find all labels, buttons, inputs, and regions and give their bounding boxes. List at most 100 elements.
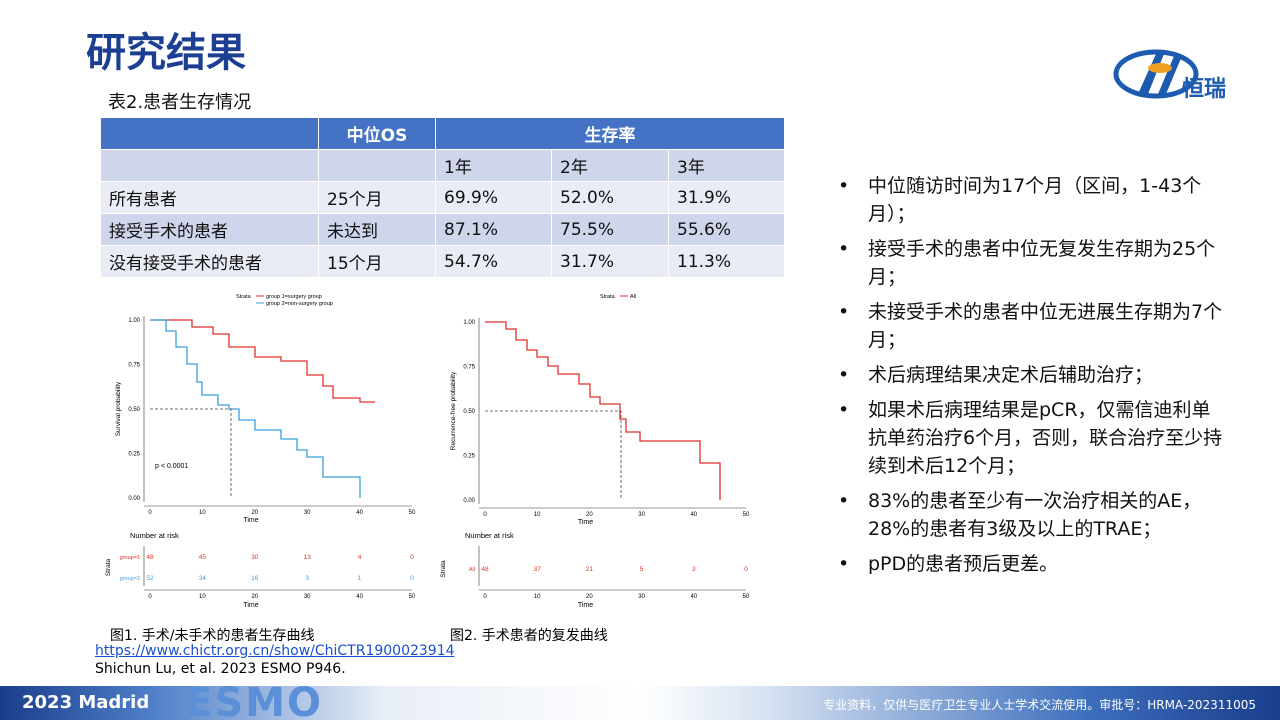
figure-caption: 图2. 手术患者的复发曲线 [450, 628, 608, 644]
subheader-cell: 1年 [435, 149, 552, 182]
bullet: 术后病理结果决定术后辅助治疗； [836, 361, 1226, 389]
esmo-logo: ESMO [185, 680, 323, 720]
y-tick-label: 1.00 [463, 320, 475, 326]
x-tick-label: 50 [409, 510, 416, 516]
table-cell: 87.1% [435, 213, 552, 246]
figure-caption: 图1. 手术/未手术的患者生存曲线 [110, 628, 315, 644]
table-cell: 没有接受手术的患者 [100, 245, 319, 278]
figure-1: 1.000.750.500.250.000 10 20 30 40 50TimeSurvi… [98, 290, 433, 616]
median-line [485, 410, 622, 500]
logo-text: 恒瑞 [1182, 76, 1226, 102]
table-cell: 31.9% [668, 181, 785, 214]
bullet: 中位随访时间为17个月（区间，1-43个月）； [836, 172, 1226, 228]
risk-x-tick-label: 20 [251, 594, 258, 600]
subheader-cell: 2年 [551, 149, 669, 182]
risk-x-label: Time [578, 602, 593, 609]
table-header: 中位OS 生存率 [100, 117, 785, 150]
header-cell: 中位OS [318, 117, 436, 150]
bullet: 接受手术的患者中位无复发生存期为25个月； [836, 235, 1226, 291]
y-tick-label: 0.00 [128, 496, 140, 502]
risk-count: 0 [410, 575, 414, 582]
risk-row-label: group=2 [120, 576, 140, 582]
risk-count: 0 [410, 554, 414, 561]
risk-count: 3 [692, 566, 696, 573]
risk-count: 3 [305, 575, 309, 582]
x-tick-label: 40 [690, 512, 697, 518]
risk-count: 5 [640, 566, 644, 573]
median-line [150, 408, 232, 498]
risk-count: 48 [481, 566, 489, 573]
y-label: Survival probability [115, 381, 122, 436]
citation: Shichun Lu, et al. 2023 ESMO P946. [95, 661, 346, 677]
risk-count: 0 [744, 566, 748, 573]
bullet: pPD的患者预后更差。 [836, 550, 1226, 578]
risk-count: 45 [199, 554, 207, 561]
x-tick-label: 20 [586, 512, 593, 518]
risk-y-label: Strata [105, 558, 112, 576]
risk-x-tick-label: 20 [586, 594, 593, 600]
table-cell: 11.3% [668, 245, 785, 278]
risk-x-tick-label: 40 [356, 594, 363, 600]
risk-x-tick-label: 10 [534, 594, 541, 600]
risk-x-tick-label: 0 [483, 594, 487, 600]
table-cell: 52.0% [551, 181, 669, 214]
table-caption: 表2.患者生存情况 [108, 92, 252, 113]
footer: 2023 Madrid ESMO 专业资料，仅供与医疗卫生专业人士学术交流使用。… [0, 680, 1280, 720]
y-label: Recurrence-free probability [450, 371, 457, 450]
x-tick-label: 30 [304, 510, 311, 516]
y-tick-label: 0.50 [128, 407, 140, 413]
table-subheader: 1年 2年 3年 [100, 149, 785, 182]
logo-accent [1148, 63, 1172, 73]
table-cell: 55.6% [668, 213, 785, 246]
risk-row-label: All [469, 567, 475, 573]
legend-label: All [630, 294, 636, 300]
risk-count: 13 [304, 554, 312, 561]
reference-link[interactable]: https://www.chictr.org.cn/show/ChiCTR190… [95, 643, 455, 659]
curve-surgery [150, 319, 375, 403]
legend-label: group 1=surgery group [266, 294, 322, 300]
survival-table: 中位OS 生存率 1年 2年 3年 所有患者 25个月 69.9% 52.0% 31.9… [100, 117, 785, 278]
risk-x-tick-label: 30 [638, 594, 645, 600]
risk-x-tick-label: 0 [148, 594, 152, 600]
y-tick-label: 0.25 [128, 452, 140, 458]
risk-x-tick-label: 50 [743, 594, 750, 600]
legend-title: Strata [600, 294, 616, 300]
table-cell: 25个月 [318, 181, 436, 214]
x-tick-label: 20 [251, 510, 258, 516]
logo-ring [1113, 49, 1199, 99]
risk-x-tick-label: 10 [199, 594, 206, 600]
header-cell: 生存率 [435, 117, 785, 150]
disclaimer: 专业资料，仅供与医疗卫生专业人士学术交流使用。审批号：HRMA-20231100… [823, 698, 1256, 712]
table-row: 没有接受手术的患者 15个月 54.7% 31.7% 11.3% [100, 245, 785, 278]
risk-x-tick-label: 30 [304, 594, 311, 600]
risk-count: 37 [534, 566, 542, 573]
table-cell: 所有患者 [100, 181, 319, 214]
table-cell: 31.7% [551, 245, 669, 278]
risk-y-label: Strata [440, 560, 447, 578]
y-tick-label: 0.75 [128, 363, 140, 369]
figure-bg [440, 290, 782, 616]
risk-title: Number at risk [130, 531, 179, 540]
risk-title: Number at risk [465, 531, 514, 540]
y-tick-label: 0.50 [463, 409, 475, 415]
figure-2: 1.000.750.500.250.000 10 20 30 40 50TimeRecur… [440, 290, 782, 616]
table-row: 所有患者 25个月 69.9% 52.0% 31.9% [100, 181, 785, 214]
risk-x-label: Time [243, 602, 258, 609]
header-cell [100, 117, 319, 150]
x-tick-label: 0 [148, 510, 152, 516]
bullet: 如果术后病理结果是pCR，仅需信迪利单抗单药治疗6个月，否则，联合治疗至少持续到… [836, 396, 1226, 480]
y-tick-label: 0.75 [463, 365, 475, 371]
risk-count: 52 [146, 575, 154, 582]
event: 2023 Madrid [22, 692, 150, 713]
subheader-cell: 3年 [668, 149, 785, 182]
risk-count: 4 [358, 554, 362, 561]
bullet-list: 中位随访时间为17个月（区间，1-43个月）； 接受手术的患者中位无复发生存期为2… [836, 172, 1226, 585]
bullet: 83%的患者至少有一次治疗相关的AE，28%的患者有3级及以上的TRAE； [836, 487, 1226, 543]
risk-count: 21 [586, 566, 594, 573]
x-label: Time [243, 517, 258, 524]
curve-non-surgery [150, 319, 361, 498]
annotation: p < 0.0001 [155, 463, 188, 470]
risk-count: 34 [199, 575, 207, 582]
logo: 恒瑞 [1113, 49, 1226, 102]
